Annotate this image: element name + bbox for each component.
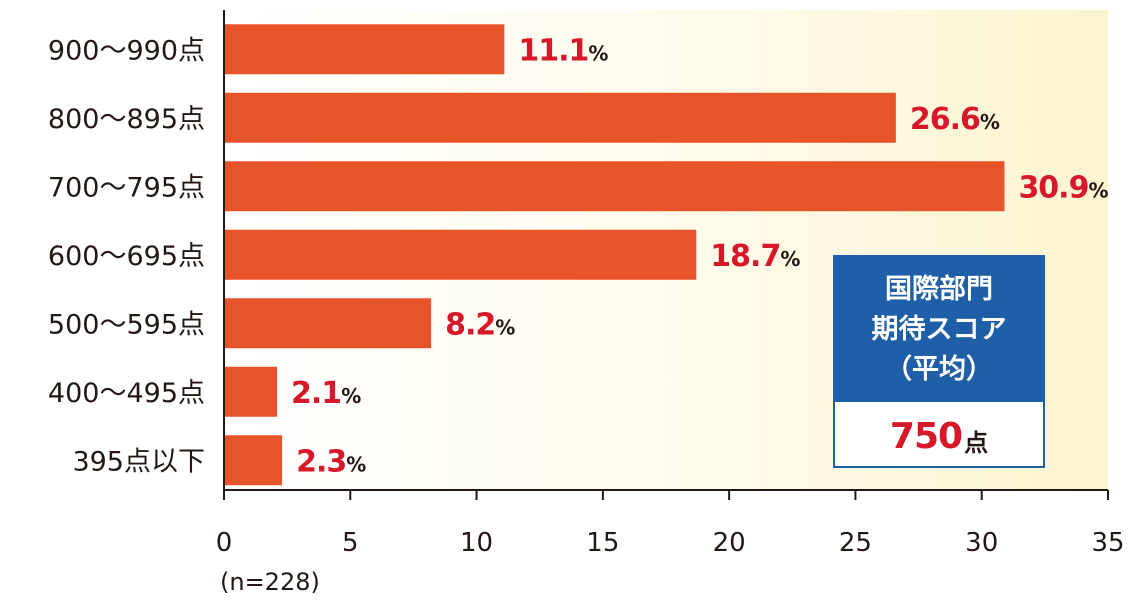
x-tick-label: 15	[586, 528, 619, 558]
value-label: 30.9%	[1018, 170, 1108, 205]
bar	[224, 435, 283, 486]
bar	[224, 298, 432, 349]
average-score-number: 750	[889, 415, 963, 457]
bar	[224, 24, 505, 75]
bar	[224, 161, 1005, 212]
average-title-line-2: 期待スコア	[871, 313, 1007, 345]
bar	[224, 92, 896, 143]
value-label-percent-sign: %	[341, 384, 361, 408]
average-title-line-3: （平均）	[885, 353, 993, 385]
average-score-header: 国際部門 期待スコア （平均）	[835, 257, 1043, 402]
value-label-percent-sign: %	[495, 315, 515, 339]
value-label-percent-sign: %	[588, 41, 608, 65]
x-tick-label: 20	[713, 528, 746, 558]
value-label: 2.1%	[291, 376, 361, 411]
value-label-percent-sign: %	[1088, 178, 1108, 202]
average-title-line-1: 国際部門	[885, 273, 993, 305]
value-label: 26.6%	[910, 102, 1000, 137]
category-label: 395点以下	[72, 446, 205, 477]
value-label-number: 11.1	[518, 33, 588, 68]
x-tick-label: 10	[460, 528, 493, 558]
value-label: 11.1%	[518, 33, 608, 68]
category-label: 700〜795点	[48, 172, 205, 203]
category-label: 800〜895点	[48, 104, 205, 135]
value-label: 18.7%	[710, 239, 800, 274]
average-score-value: 750 点	[835, 402, 1043, 468]
value-label: 2.3%	[296, 444, 366, 479]
value-label: 8.2%	[445, 307, 515, 342]
x-tick-label: 0	[216, 528, 233, 558]
category-label: 900〜990点	[48, 35, 205, 66]
value-label-number: 2.3	[296, 444, 346, 479]
average-score-unit: 点	[964, 428, 989, 457]
value-label-number: 2.1	[291, 376, 341, 411]
value-label-number: 26.6	[910, 102, 980, 137]
x-tick-label: 35	[1091, 528, 1124, 558]
category-label: 400〜495点	[48, 378, 205, 409]
x-tick-label: 25	[839, 528, 872, 558]
bar	[224, 366, 278, 417]
average-score-box: 国際部門 期待スコア （平均） 750 点	[833, 255, 1045, 468]
x-tick-label: 5	[342, 528, 359, 558]
value-label-number: 8.2	[445, 307, 495, 342]
category-label: 600〜695点	[48, 241, 205, 272]
bar	[224, 229, 697, 280]
value-label-percent-sign: %	[346, 452, 366, 476]
category-label: 500〜595点	[48, 309, 205, 340]
value-label-number: 18.7	[710, 239, 780, 274]
value-label-number: 30.9	[1018, 170, 1088, 205]
value-label-percent-sign: %	[980, 110, 1000, 134]
value-label-percent-sign: %	[780, 247, 800, 271]
sample-size-note: (n=228)	[220, 568, 320, 596]
x-tick-label: 30	[965, 528, 998, 558]
